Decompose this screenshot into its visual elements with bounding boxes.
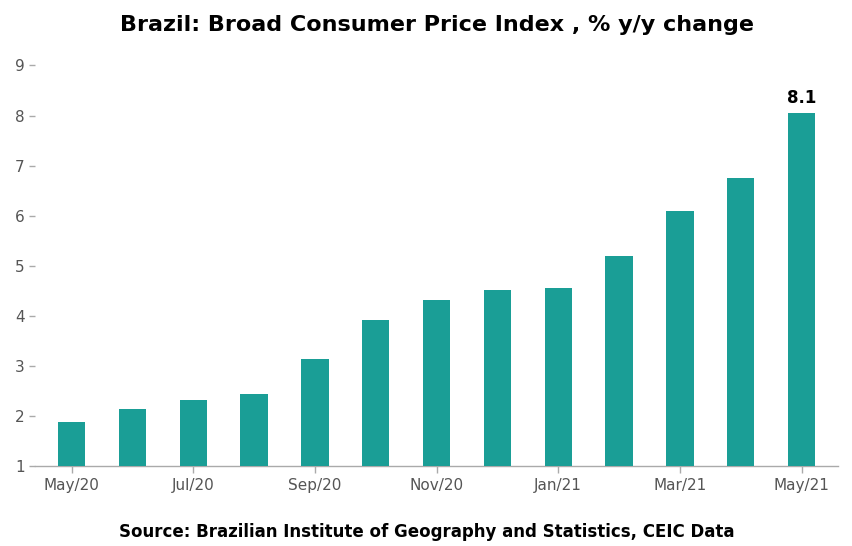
Bar: [301, 359, 328, 516]
Text: 8.1: 8.1: [786, 88, 815, 106]
Bar: [665, 211, 693, 516]
Bar: [58, 422, 85, 516]
Title: Brazil: Broad Consumer Price Index , % y/y change: Brazil: Broad Consumer Price Index , % y…: [119, 15, 752, 35]
Bar: [180, 400, 207, 516]
Bar: [544, 288, 571, 516]
Bar: [787, 112, 815, 516]
Bar: [240, 394, 268, 516]
Bar: [483, 290, 510, 516]
Bar: [423, 300, 450, 516]
Bar: [361, 320, 389, 516]
Bar: [118, 410, 146, 516]
Bar: [726, 177, 753, 516]
Bar: [605, 256, 632, 516]
Text: Source: Brazilian Institute of Geography and Statistics, CEIC Data: Source: Brazilian Institute of Geography…: [118, 523, 734, 541]
